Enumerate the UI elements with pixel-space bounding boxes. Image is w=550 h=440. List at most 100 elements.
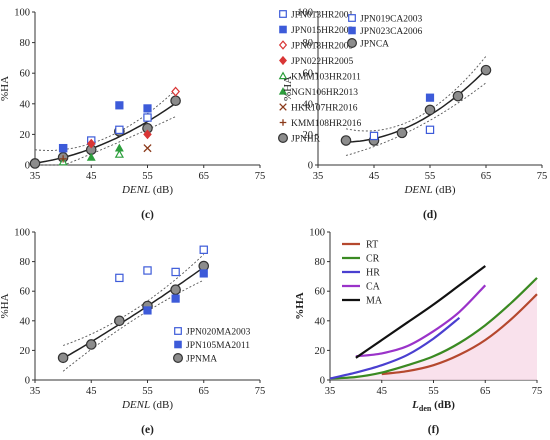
y-tick-label: 80 xyxy=(303,38,314,49)
data-point xyxy=(115,273,124,283)
y-tick-label: 20 xyxy=(20,346,31,357)
data-point xyxy=(143,104,152,113)
y-tick-label: 0 xyxy=(25,161,30,172)
data-point xyxy=(59,155,67,163)
data-point xyxy=(171,267,180,277)
y-tick-label: 80 xyxy=(20,38,31,49)
legend-label: CA xyxy=(366,282,381,293)
panel-label: (f) xyxy=(428,424,440,436)
y-tick-label: 100 xyxy=(14,228,30,239)
data-point xyxy=(143,144,152,153)
panel-label: (c) xyxy=(141,209,154,221)
legend-marker xyxy=(174,327,182,335)
data-point xyxy=(86,138,96,149)
y-tick-label: 80 xyxy=(315,257,326,268)
legend-marker xyxy=(279,55,287,66)
legend-marker xyxy=(279,25,287,34)
legend-marker xyxy=(278,71,288,80)
series-line-rt xyxy=(381,293,538,376)
y-tick-label: 0 xyxy=(308,161,313,172)
legend-marker xyxy=(279,119,287,126)
x-tick-label: 75 xyxy=(255,171,266,182)
x-axis-label: Lden (dB) xyxy=(411,399,455,413)
x-tick-label: 45 xyxy=(369,171,380,182)
data-point xyxy=(86,152,96,161)
legend-label: JPNCA xyxy=(360,40,389,50)
x-tick-label: 55 xyxy=(142,386,153,397)
legend-marker xyxy=(279,10,287,18)
data-point xyxy=(170,284,181,296)
legend-marker xyxy=(174,340,182,349)
legend-marker xyxy=(348,14,356,22)
y-tick-label: 40 xyxy=(315,316,326,327)
data-point xyxy=(143,306,152,315)
x-tick-label: 45 xyxy=(86,386,97,397)
legend-label: JPN105MA2011 xyxy=(186,341,250,351)
legend-marker xyxy=(278,40,288,50)
chart-panel-c: 35 45 55 65 75 0 20 40 60 80 100 %HA DENL (dB) (c) JPN… xyxy=(0,8,361,222)
legend-label: HR xyxy=(366,268,380,279)
y-tick-label: 60 xyxy=(315,287,326,298)
data-point xyxy=(170,95,181,107)
y-axis-label: %HA xyxy=(0,76,11,101)
legend-label: JPN015HR2003 xyxy=(291,26,354,36)
legend-label: JPN013HR2001 xyxy=(291,11,354,21)
legend-marker xyxy=(279,103,287,111)
chart-panel-d: 35 45 55 65 75 0 20 40 60 80 100 %HA DENL (dB) (d) JPN… xyxy=(282,8,547,222)
shade-area xyxy=(330,277,537,380)
data-point xyxy=(199,269,208,278)
x-tick-label: 35 xyxy=(30,171,41,182)
x-tick-label: 75 xyxy=(537,171,548,182)
data-point xyxy=(57,352,69,364)
y-tick-label: 0 xyxy=(320,376,325,387)
data-point xyxy=(114,143,124,152)
data-point xyxy=(480,64,492,76)
y-tick-label: 20 xyxy=(303,130,314,141)
data-point xyxy=(369,131,379,141)
data-point xyxy=(199,245,208,254)
legend-label: JPNHR xyxy=(291,135,321,145)
x-tick-label: 35 xyxy=(30,386,41,397)
legend-marker xyxy=(347,37,358,48)
x-tick-label: 65 xyxy=(480,386,491,397)
panel-label: (e) xyxy=(141,424,154,436)
data-point xyxy=(115,101,124,110)
x-tick-label: 55 xyxy=(425,171,436,182)
fit-curve xyxy=(62,266,205,360)
x-tick-label: 55 xyxy=(142,171,153,182)
data-point xyxy=(85,339,97,350)
chart-panel-e: 35 45 55 65 75 0 20 40 60 80 100 %HA DENL (dB) (e) JPN… xyxy=(0,228,265,437)
y-tick-label: 40 xyxy=(20,99,31,110)
legend-label: JPNMA xyxy=(186,355,217,365)
y-tick-label: 0 xyxy=(25,376,30,387)
series-line-ca xyxy=(355,284,487,358)
data-point xyxy=(143,113,152,122)
legend-label: CR xyxy=(366,254,380,265)
data-point xyxy=(171,86,181,97)
y-axis-label: %HA xyxy=(0,293,11,318)
data-point xyxy=(424,104,436,116)
legend-label: JPN018HR2003 xyxy=(291,42,354,52)
data-point xyxy=(340,135,352,146)
y-axis-label: %HA xyxy=(282,76,294,101)
ci-upper-line xyxy=(345,55,487,132)
data-point xyxy=(198,260,210,272)
legend-label: HKR107HR2016 xyxy=(291,104,358,114)
series-line-cr xyxy=(329,277,538,380)
legend-label: KMM103HR2011 xyxy=(291,73,361,83)
x-tick-label: 35 xyxy=(313,171,324,182)
y-tick-label: 20 xyxy=(20,130,31,141)
y-tick-label: 20 xyxy=(315,346,326,357)
data-point xyxy=(115,125,124,135)
y-tick-label: 60 xyxy=(20,287,31,298)
legend-label: RT xyxy=(366,240,378,251)
legend-label: MA xyxy=(366,296,383,307)
x-tick-label: 75 xyxy=(255,386,266,397)
chart-panel-f: 35 45 55 65 75 0 20 40 60 80 100 %HA Lden (dB) (f) RT C… xyxy=(294,228,542,437)
x-tick-label: 65 xyxy=(199,386,210,397)
x-axis-label: DENL (dB) xyxy=(121,399,173,411)
ci-lower-line xyxy=(345,82,487,156)
data-point xyxy=(114,149,124,158)
y-tick-label: 100 xyxy=(309,228,325,239)
legend-label: JPN019CA2003 xyxy=(360,15,423,25)
